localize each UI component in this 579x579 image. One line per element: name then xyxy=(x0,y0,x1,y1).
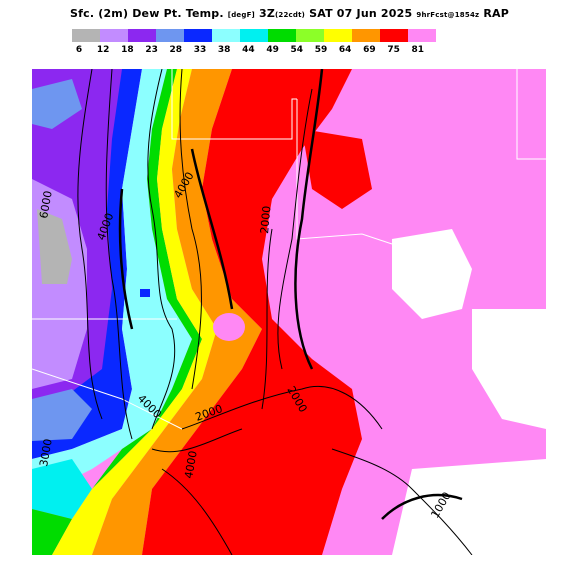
title-model: RAP xyxy=(483,7,509,20)
legend-swatch-7 xyxy=(268,29,296,42)
legend-swatch-0 xyxy=(72,29,100,42)
legend-tick-1: 12 xyxy=(96,45,110,55)
contour-label-4000-d: 4000 xyxy=(182,450,200,480)
fill-44 xyxy=(32,69,202,555)
legend-swatch-10 xyxy=(352,29,380,42)
legend-tick-7: 44 xyxy=(242,45,255,55)
title-units: [degF] xyxy=(227,11,255,19)
color-legend xyxy=(72,29,436,42)
dewpoint-map: 6000 4000 4000 2000 2000 4000 2000 3000 … xyxy=(32,69,546,555)
legend-tick-14: 81 xyxy=(411,45,425,55)
major-contours xyxy=(118,69,463,520)
legend-swatch-6 xyxy=(240,29,268,42)
fill-33 xyxy=(32,69,192,499)
fill-54 xyxy=(52,69,217,555)
fill-6 xyxy=(37,209,72,284)
legend-tick-2: 18 xyxy=(121,45,134,55)
legend-swatch-5 xyxy=(212,29,240,42)
terrain-contours xyxy=(77,69,473,555)
legend-tick-13: 75 xyxy=(387,45,400,55)
fill-69-blob xyxy=(213,313,245,341)
legend-tick-11: 64 xyxy=(338,45,352,55)
map-canvas: 6000 4000 4000 2000 2000 4000 2000 3000 … xyxy=(32,69,546,555)
contour-label-2000: 2000 xyxy=(258,205,273,234)
map-title: Sfc. (2m) Dew Pt. Temp. [degF] 3Z(22cdt)… xyxy=(0,7,579,20)
legend-tick-10: 59 xyxy=(314,45,328,55)
fill-23-spot xyxy=(140,289,150,297)
legend-swatch-3 xyxy=(156,29,184,42)
title-main: Sfc. (2m) Dew Pt. Temp. xyxy=(69,7,224,20)
legend-tick-3: 23 xyxy=(145,45,158,55)
title-local: (22cdt) xyxy=(275,11,306,19)
contour-label-3000: 3000 xyxy=(37,438,55,468)
fill-75a xyxy=(392,229,472,319)
legend-tick-4: 28 xyxy=(169,45,183,55)
legend-swatch-9 xyxy=(324,29,352,42)
legend-swatch-12 xyxy=(408,29,436,42)
legend-tick-9: 54 xyxy=(290,45,304,55)
title-fcst: 9hrFcst@1854z xyxy=(416,11,480,19)
title-date: SAT 07 Jun 2025 xyxy=(309,7,413,20)
fill-75c xyxy=(392,459,546,555)
legend-tick-0: 6 xyxy=(75,45,83,55)
legend-swatch-1 xyxy=(100,29,128,42)
fill-23b xyxy=(32,389,92,441)
fill-64b xyxy=(302,129,372,209)
legend-swatch-11 xyxy=(380,29,408,42)
legend-tick-5: 33 xyxy=(193,45,207,55)
state-borders xyxy=(32,69,546,430)
fill-23 xyxy=(32,79,82,129)
fill-59 xyxy=(92,69,262,555)
fill-38 xyxy=(32,459,92,519)
legend-tick-12: 69 xyxy=(363,45,376,55)
legend-swatch-8 xyxy=(296,29,324,42)
fill-75b xyxy=(472,309,546,429)
legend-tick-6: 38 xyxy=(217,45,231,55)
legend-tick-8: 49 xyxy=(266,45,279,55)
legend-swatch-2 xyxy=(128,29,156,42)
fill-64 xyxy=(142,69,362,555)
legend-tick-labels: 6 12 18 23 28 33 38 44 49 54 59 64 69 75 81 xyxy=(0,45,579,59)
contour-label-6000: 6000 xyxy=(37,190,55,220)
title-time: 3Z xyxy=(258,7,276,20)
legend-swatch-4 xyxy=(184,29,212,42)
